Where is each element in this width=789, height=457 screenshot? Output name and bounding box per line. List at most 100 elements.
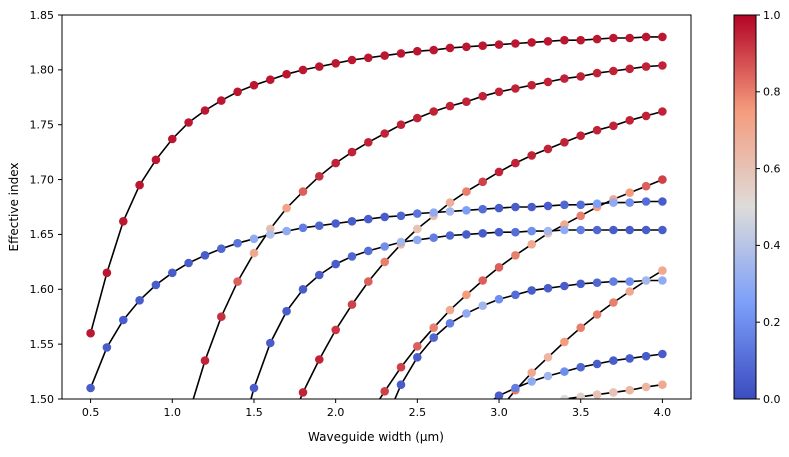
data-point: [527, 151, 536, 160]
data-point: [576, 131, 585, 140]
data-point: [266, 230, 275, 239]
data-point: [298, 65, 308, 75]
y-tick-label: 1.65: [30, 228, 55, 241]
data-point: [135, 296, 144, 305]
data-point: [249, 234, 259, 244]
data-point: [576, 200, 585, 210]
data-point: [380, 419, 389, 428]
data-point: [527, 202, 536, 212]
data-point: [445, 101, 455, 111]
data-point: [592, 359, 602, 369]
data-point: [445, 305, 455, 315]
data-point: [429, 107, 439, 116]
data-point: [233, 87, 242, 97]
x-tick-label: 3.0: [490, 406, 508, 419]
data-point: [494, 40, 504, 49]
data-point: [396, 237, 406, 247]
data-point: [560, 200, 569, 210]
data-point: [380, 257, 390, 267]
data-point: [592, 199, 602, 208]
data-point: [576, 35, 585, 45]
data-point: [609, 198, 618, 207]
data-point: [298, 223, 308, 233]
colorbar-tick-label: 0.0: [763, 393, 781, 406]
data-point: [576, 225, 585, 235]
data-point: [576, 323, 585, 333]
data-point: [347, 147, 357, 157]
data-point: [429, 45, 439, 55]
data-point: [331, 59, 341, 68]
x-tick-label: 0.5: [82, 406, 100, 419]
scatter-points-layer: [86, 32, 667, 428]
y-tick-label: 1.80: [30, 64, 55, 77]
data-point: [560, 281, 569, 291]
data-point: [315, 172, 324, 181]
data-point: [543, 226, 553, 236]
data-point: [413, 46, 422, 56]
data-point: [576, 392, 585, 399]
data-point: [543, 37, 553, 46]
y-tick-label: 1.60: [30, 283, 55, 296]
data-point: [86, 383, 95, 393]
data-point: [429, 333, 439, 342]
data-point: [380, 387, 390, 396]
data-point: [233, 277, 242, 286]
data-point: [462, 42, 471, 52]
data-point: [168, 268, 177, 278]
data-point: [609, 121, 618, 131]
data-point: [266, 338, 275, 348]
data-point: [429, 208, 439, 217]
data-point: [592, 34, 602, 44]
data-point: [625, 116, 634, 125]
data-point: [625, 354, 634, 363]
y-tick-label: 1.75: [30, 119, 55, 132]
data-point: [249, 248, 259, 258]
data-point: [380, 129, 390, 138]
data-point: [364, 53, 373, 63]
data-point: [527, 80, 536, 90]
data-point: [396, 49, 406, 58]
data-point: [560, 367, 569, 376]
data-point: [380, 242, 390, 251]
data-point: [445, 198, 455, 207]
data-point: [282, 69, 291, 79]
data-point: [445, 43, 455, 53]
x-tick-label: 1.5: [245, 406, 263, 419]
data-point: [413, 342, 422, 351]
data-point: [282, 226, 291, 236]
data-point: [625, 287, 634, 296]
data-point: [592, 225, 602, 235]
data-point: [298, 285, 308, 294]
data-point: [641, 181, 651, 191]
data-point: [494, 263, 504, 272]
colorbar: 0.0 0.2 0.4 0.6 0.8 1.0: [733, 9, 781, 406]
data-point: [560, 74, 569, 83]
data-point: [576, 72, 585, 81]
data-point: [494, 227, 504, 237]
data-point: [86, 328, 95, 338]
data-point: [200, 356, 210, 365]
data-point: [478, 229, 488, 238]
data-point: [331, 325, 341, 335]
data-point: [478, 402, 487, 411]
data-point: [315, 270, 324, 280]
data-point: [641, 111, 651, 121]
y-axis-label: Effective index: [7, 163, 21, 252]
data-point: [576, 279, 585, 289]
data-point: [102, 268, 112, 278]
data-point: [576, 211, 585, 221]
data-point: [249, 80, 259, 90]
data-point: [429, 323, 439, 333]
data-point: [658, 349, 667, 359]
data-point: [102, 343, 112, 352]
data-point: [609, 388, 618, 397]
data-point: [200, 251, 210, 260]
data-point: [560, 337, 569, 347]
colorbar-gradient: [733, 14, 757, 400]
data-point: [380, 212, 390, 222]
x-tick-label: 1.0: [164, 406, 182, 419]
data-point: [592, 390, 602, 399]
data-point: [331, 219, 341, 228]
data-point: [413, 209, 422, 218]
